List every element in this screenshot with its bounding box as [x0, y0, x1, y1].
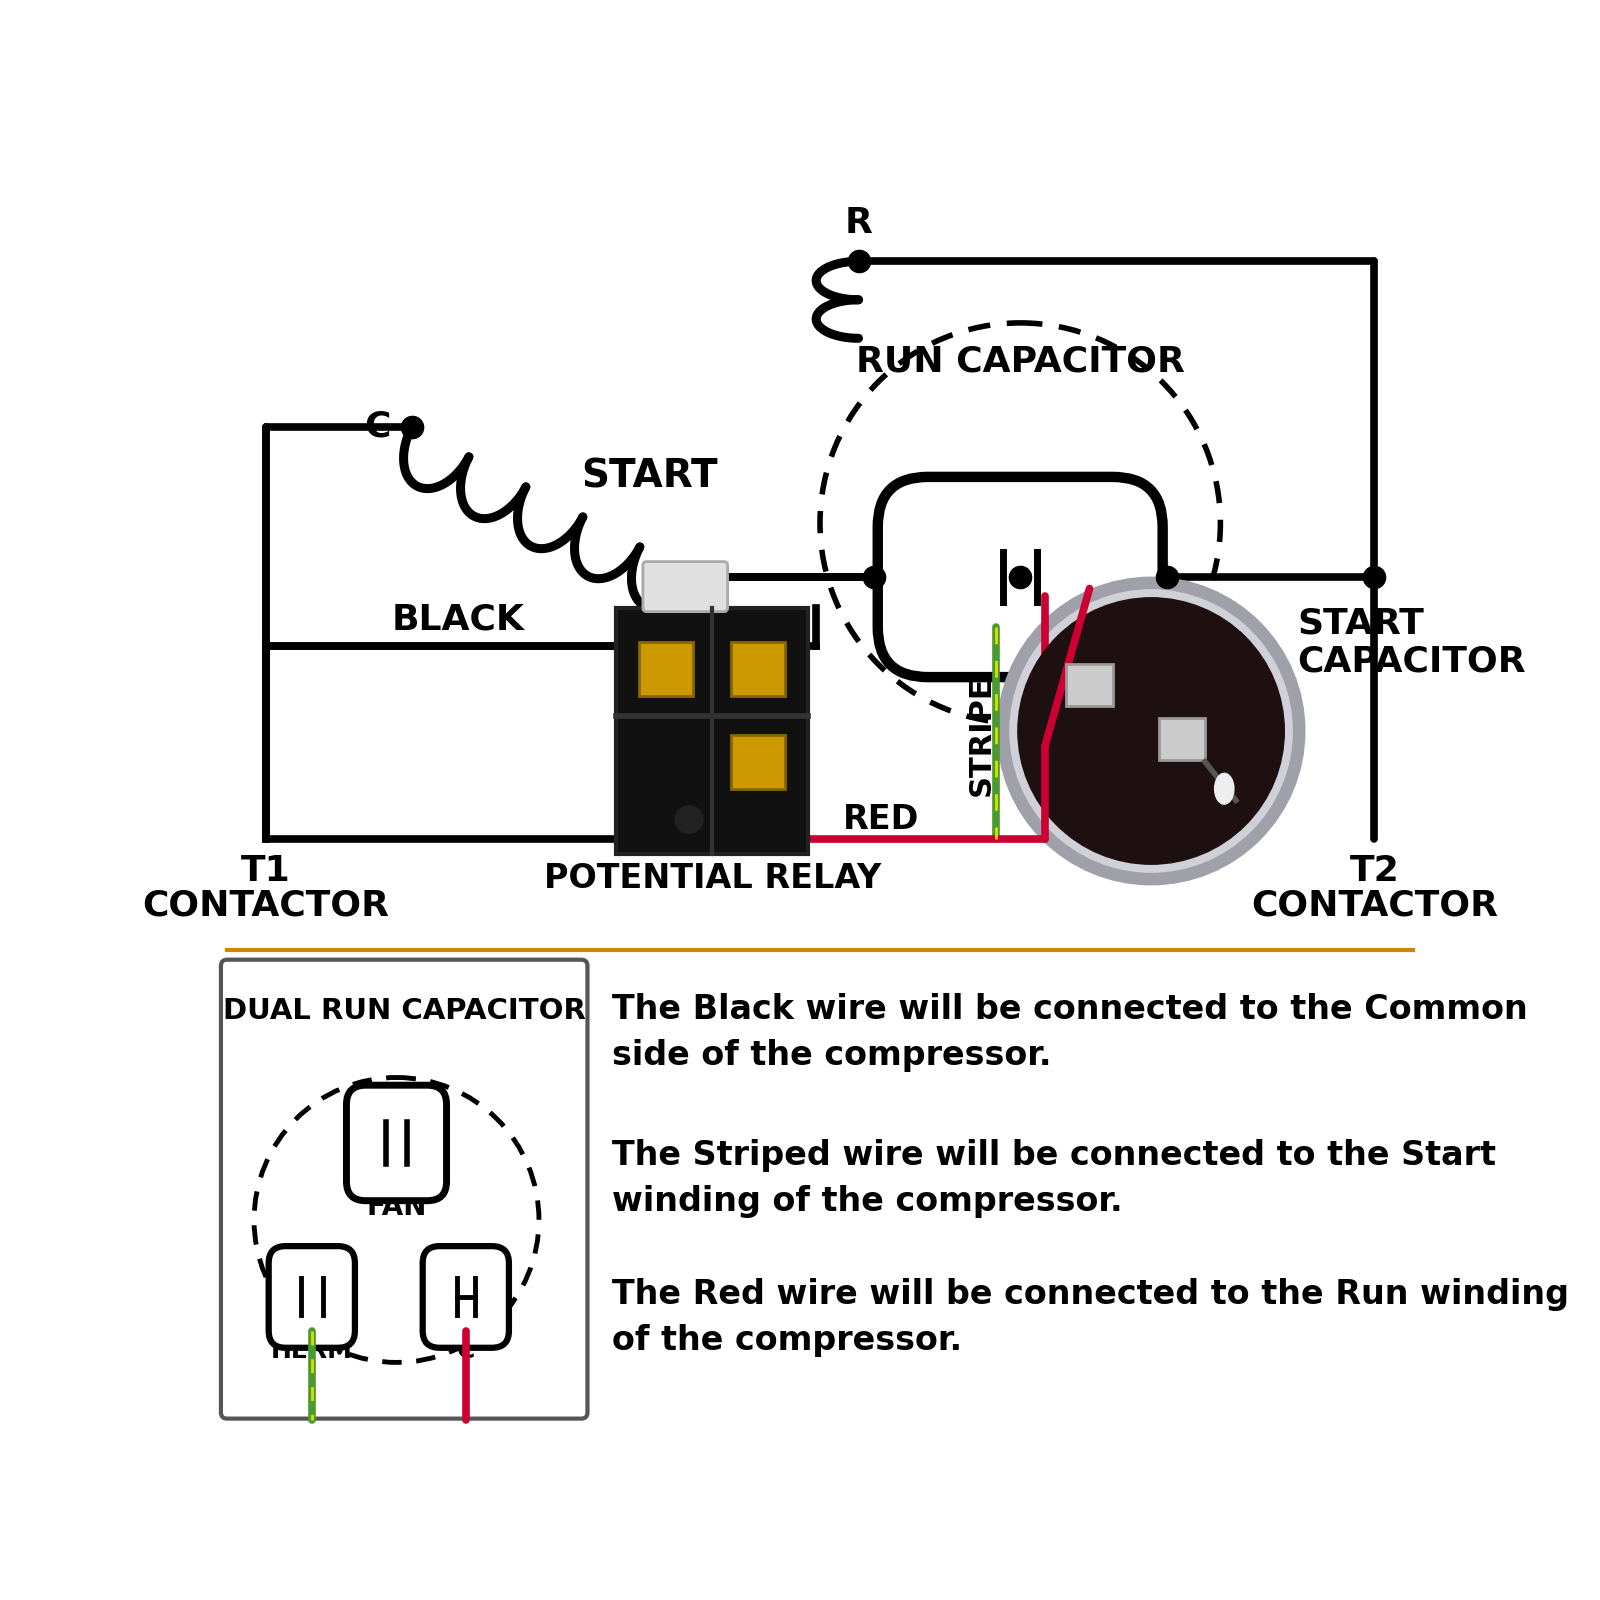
FancyBboxPatch shape: [221, 960, 587, 1419]
Text: T2: T2: [1349, 854, 1400, 888]
Circle shape: [1018, 598, 1285, 864]
Text: CONTACTOR: CONTACTOR: [142, 890, 389, 923]
Circle shape: [675, 806, 702, 834]
FancyBboxPatch shape: [269, 1246, 355, 1347]
Text: S: S: [659, 600, 685, 634]
Text: The Red wire will be connected to the Run winding
of the compressor.: The Red wire will be connected to the Ru…: [613, 1278, 1570, 1357]
FancyBboxPatch shape: [422, 1246, 509, 1347]
Text: HERM: HERM: [270, 1339, 352, 1363]
Text: DUAL RUN CAPACITOR: DUAL RUN CAPACITOR: [222, 997, 586, 1024]
Circle shape: [1003, 582, 1299, 880]
Text: BLACK: BLACK: [392, 602, 525, 637]
Text: C: C: [363, 410, 390, 443]
FancyBboxPatch shape: [643, 562, 728, 611]
FancyBboxPatch shape: [878, 477, 1163, 677]
FancyBboxPatch shape: [638, 643, 693, 696]
Text: The Black wire will be connected to the Common
side of the compressor.: The Black wire will be connected to the …: [613, 992, 1528, 1072]
FancyBboxPatch shape: [1067, 664, 1112, 706]
Text: RED: RED: [843, 803, 920, 837]
Text: START: START: [581, 458, 718, 496]
Text: CONTACTOR: CONTACTOR: [1251, 890, 1498, 923]
FancyBboxPatch shape: [731, 734, 786, 789]
Text: T1: T1: [240, 854, 291, 888]
Text: FAN: FAN: [366, 1194, 427, 1221]
FancyBboxPatch shape: [1158, 718, 1205, 760]
FancyBboxPatch shape: [731, 643, 786, 696]
Text: CAPACITOR: CAPACITOR: [1298, 645, 1526, 678]
Text: RUN CAPACITOR: RUN CAPACITOR: [856, 344, 1184, 379]
FancyBboxPatch shape: [347, 1085, 446, 1200]
Ellipse shape: [1214, 773, 1234, 805]
Text: The Striped wire will be connected to the Start
winding of the compressor.: The Striped wire will be connected to th…: [613, 1139, 1496, 1218]
Text: POTENTIAL RELAY: POTENTIAL RELAY: [544, 862, 882, 894]
FancyBboxPatch shape: [616, 608, 808, 854]
Text: START: START: [1298, 606, 1424, 640]
Text: STRIPED: STRIPED: [966, 650, 997, 797]
Text: C: C: [456, 1339, 475, 1363]
Text: R: R: [845, 206, 872, 240]
